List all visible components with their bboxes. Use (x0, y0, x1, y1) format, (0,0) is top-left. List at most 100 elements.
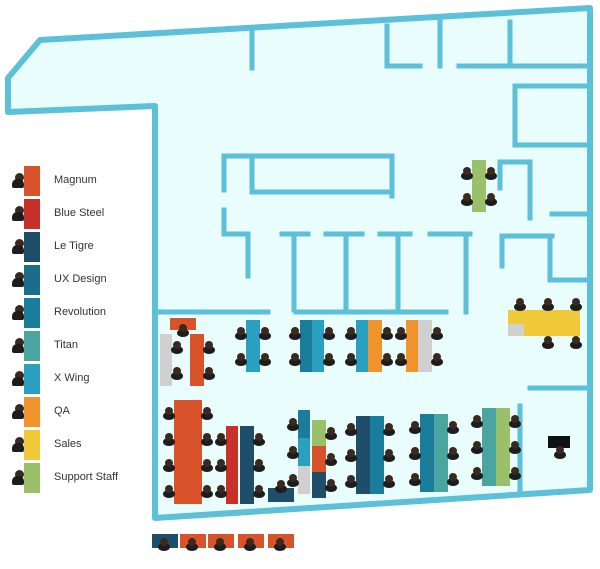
person-body (235, 358, 247, 366)
desk (298, 410, 310, 438)
legend-swatch (24, 199, 40, 229)
desk (420, 466, 434, 492)
person-head (433, 327, 441, 335)
desk (246, 320, 260, 346)
legend-label: Le Tigre (54, 240, 94, 252)
person-head (511, 467, 519, 475)
desk (356, 442, 370, 468)
person-body (409, 478, 421, 486)
person-icon (12, 272, 26, 288)
person-body (381, 358, 393, 366)
legend-label: X Wing (54, 372, 90, 384)
person-head (449, 421, 457, 429)
desk-layout (152, 160, 582, 551)
person-head (255, 433, 263, 441)
desk (188, 478, 202, 504)
person-body (485, 198, 497, 206)
person-head (237, 327, 245, 335)
person-icon (12, 371, 26, 387)
desk (482, 408, 496, 434)
desk (370, 468, 384, 494)
person-body (509, 472, 521, 480)
person-head (217, 459, 225, 467)
person-icon (12, 437, 26, 453)
person-body (409, 426, 421, 434)
desk (472, 186, 486, 212)
desk (370, 442, 384, 468)
person-icon (12, 305, 26, 321)
person-body (325, 458, 337, 466)
person-head (261, 327, 269, 335)
legend-label: Revolution (54, 306, 106, 318)
legend-label: Support Staff (54, 471, 119, 483)
person-head (385, 449, 393, 457)
person-body (509, 446, 521, 454)
desk (300, 346, 312, 372)
desk (496, 460, 510, 486)
legend-item-sales: Sales (12, 430, 152, 460)
desk (188, 400, 202, 426)
legend-label: QA (54, 405, 70, 417)
person-body (201, 490, 213, 498)
person-body (471, 472, 483, 480)
legend-label: Magnum (54, 174, 97, 186)
legend-swatch (24, 463, 40, 493)
person-icon (12, 404, 26, 420)
person-head (255, 459, 263, 467)
person-head (327, 479, 335, 487)
person-body (287, 423, 299, 431)
person-body (383, 428, 395, 436)
legend-item-blue-steel: Blue Steel (12, 199, 152, 229)
person-body (244, 543, 256, 551)
person-body (289, 358, 301, 366)
person-head (383, 353, 391, 361)
legend-item-x-wing: X Wing (12, 364, 152, 394)
desk (174, 400, 188, 426)
person-body (345, 428, 357, 436)
legend-item-revolution: Revolution (12, 298, 152, 328)
person-body (274, 543, 286, 551)
person-body (186, 543, 198, 551)
desk (434, 466, 448, 492)
person-head (237, 353, 245, 361)
person-head (487, 193, 495, 201)
person-body (171, 346, 183, 354)
desk (406, 320, 418, 346)
person-head (411, 421, 419, 429)
person-head (385, 475, 393, 483)
person-body (383, 480, 395, 488)
person-body (253, 438, 265, 446)
interior-walls (152, 19, 593, 497)
person-head (544, 298, 552, 306)
person-icon (12, 338, 26, 354)
person-head (473, 415, 481, 423)
person-body (163, 490, 175, 498)
person-body (323, 358, 335, 366)
person-body (287, 451, 299, 459)
legend-label: Sales (54, 438, 82, 450)
desk (174, 452, 188, 478)
person-head (463, 193, 471, 201)
person-head (246, 538, 254, 546)
desk (312, 346, 324, 372)
person-head (255, 485, 263, 493)
person-body (203, 372, 215, 380)
desk (496, 408, 510, 434)
person-head (385, 423, 393, 431)
person-head (397, 353, 405, 361)
person-head (347, 449, 355, 457)
desk (174, 478, 188, 504)
person-body (383, 454, 395, 462)
legend-item-magnum: Magnum (12, 166, 152, 196)
legend-swatch (24, 232, 40, 262)
desk (312, 472, 326, 498)
desk (160, 334, 172, 360)
person-head (463, 167, 471, 175)
person-body (447, 452, 459, 460)
person-head (277, 480, 285, 488)
person-body (514, 303, 526, 311)
person-body (409, 452, 421, 460)
legend-swatch (24, 364, 40, 394)
desk (312, 420, 326, 446)
person-body (214, 543, 226, 551)
